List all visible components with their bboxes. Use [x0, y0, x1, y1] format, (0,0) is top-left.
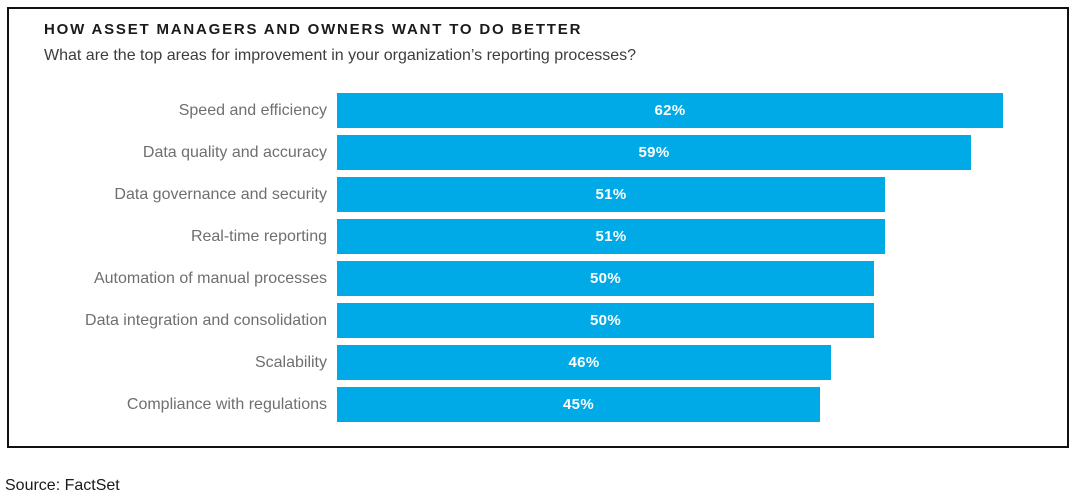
- category-label: Compliance with regulations: [126, 396, 327, 413]
- source-note: Source: FactSet: [5, 477, 120, 494]
- chart-title: HOW ASSET MANAGERS AND OWNERS WANT TO DO…: [44, 21, 583, 38]
- bar-value-label: 46%: [568, 354, 600, 371]
- bar-row: Speed and efficiency 62%: [9, 93, 1067, 128]
- bar: 50%: [337, 303, 874, 338]
- bar-value-label: 50%: [590, 270, 621, 287]
- category-label: Scalability: [254, 354, 327, 371]
- bar: 51%: [337, 177, 885, 212]
- bar-value-label: 62%: [654, 102, 686, 119]
- bar: 59%: [337, 135, 971, 170]
- bar: 51%: [337, 219, 885, 254]
- bar: 45%: [337, 387, 820, 422]
- bar-row: Data quality and accuracy 59%: [9, 135, 1067, 170]
- chart-card: HOW ASSET MANAGERS AND OWNERS WANT TO DO…: [7, 7, 1069, 448]
- category-label: Data integration and consolidation: [85, 312, 327, 329]
- category-label: Data quality and accuracy: [142, 144, 327, 161]
- bar-value-label: 50%: [590, 312, 621, 329]
- bar: 50%: [337, 261, 874, 296]
- bar-row: Compliance with regulations 45%: [9, 387, 1067, 422]
- bar-value-label: 51%: [595, 186, 627, 203]
- bar: 62%: [337, 93, 1003, 128]
- bar-row: Data governance and security 51%: [9, 177, 1067, 212]
- chart-subtitle: What are the top areas for improvement i…: [44, 47, 637, 64]
- bar-value-label: 51%: [595, 228, 627, 245]
- bar-rows: Speed and efficiency 62% Data quality an…: [9, 93, 1067, 429]
- category-label: Speed and efficiency: [178, 102, 327, 119]
- category-label: Data governance and security: [114, 186, 327, 203]
- bar-row: Real-time reporting 51%: [9, 219, 1067, 254]
- category-label: Automation of manual processes: [93, 270, 327, 287]
- bar-row: Data integration and consolidation 50%: [9, 303, 1067, 338]
- bar-row: Automation of manual processes 50%: [9, 261, 1067, 296]
- bar-row: Scalability 46%: [9, 345, 1067, 380]
- bar-value-label: 59%: [638, 144, 670, 161]
- bar-value-label: 45%: [563, 396, 594, 413]
- bar: 46%: [337, 345, 831, 380]
- category-label: Real-time reporting: [190, 228, 327, 245]
